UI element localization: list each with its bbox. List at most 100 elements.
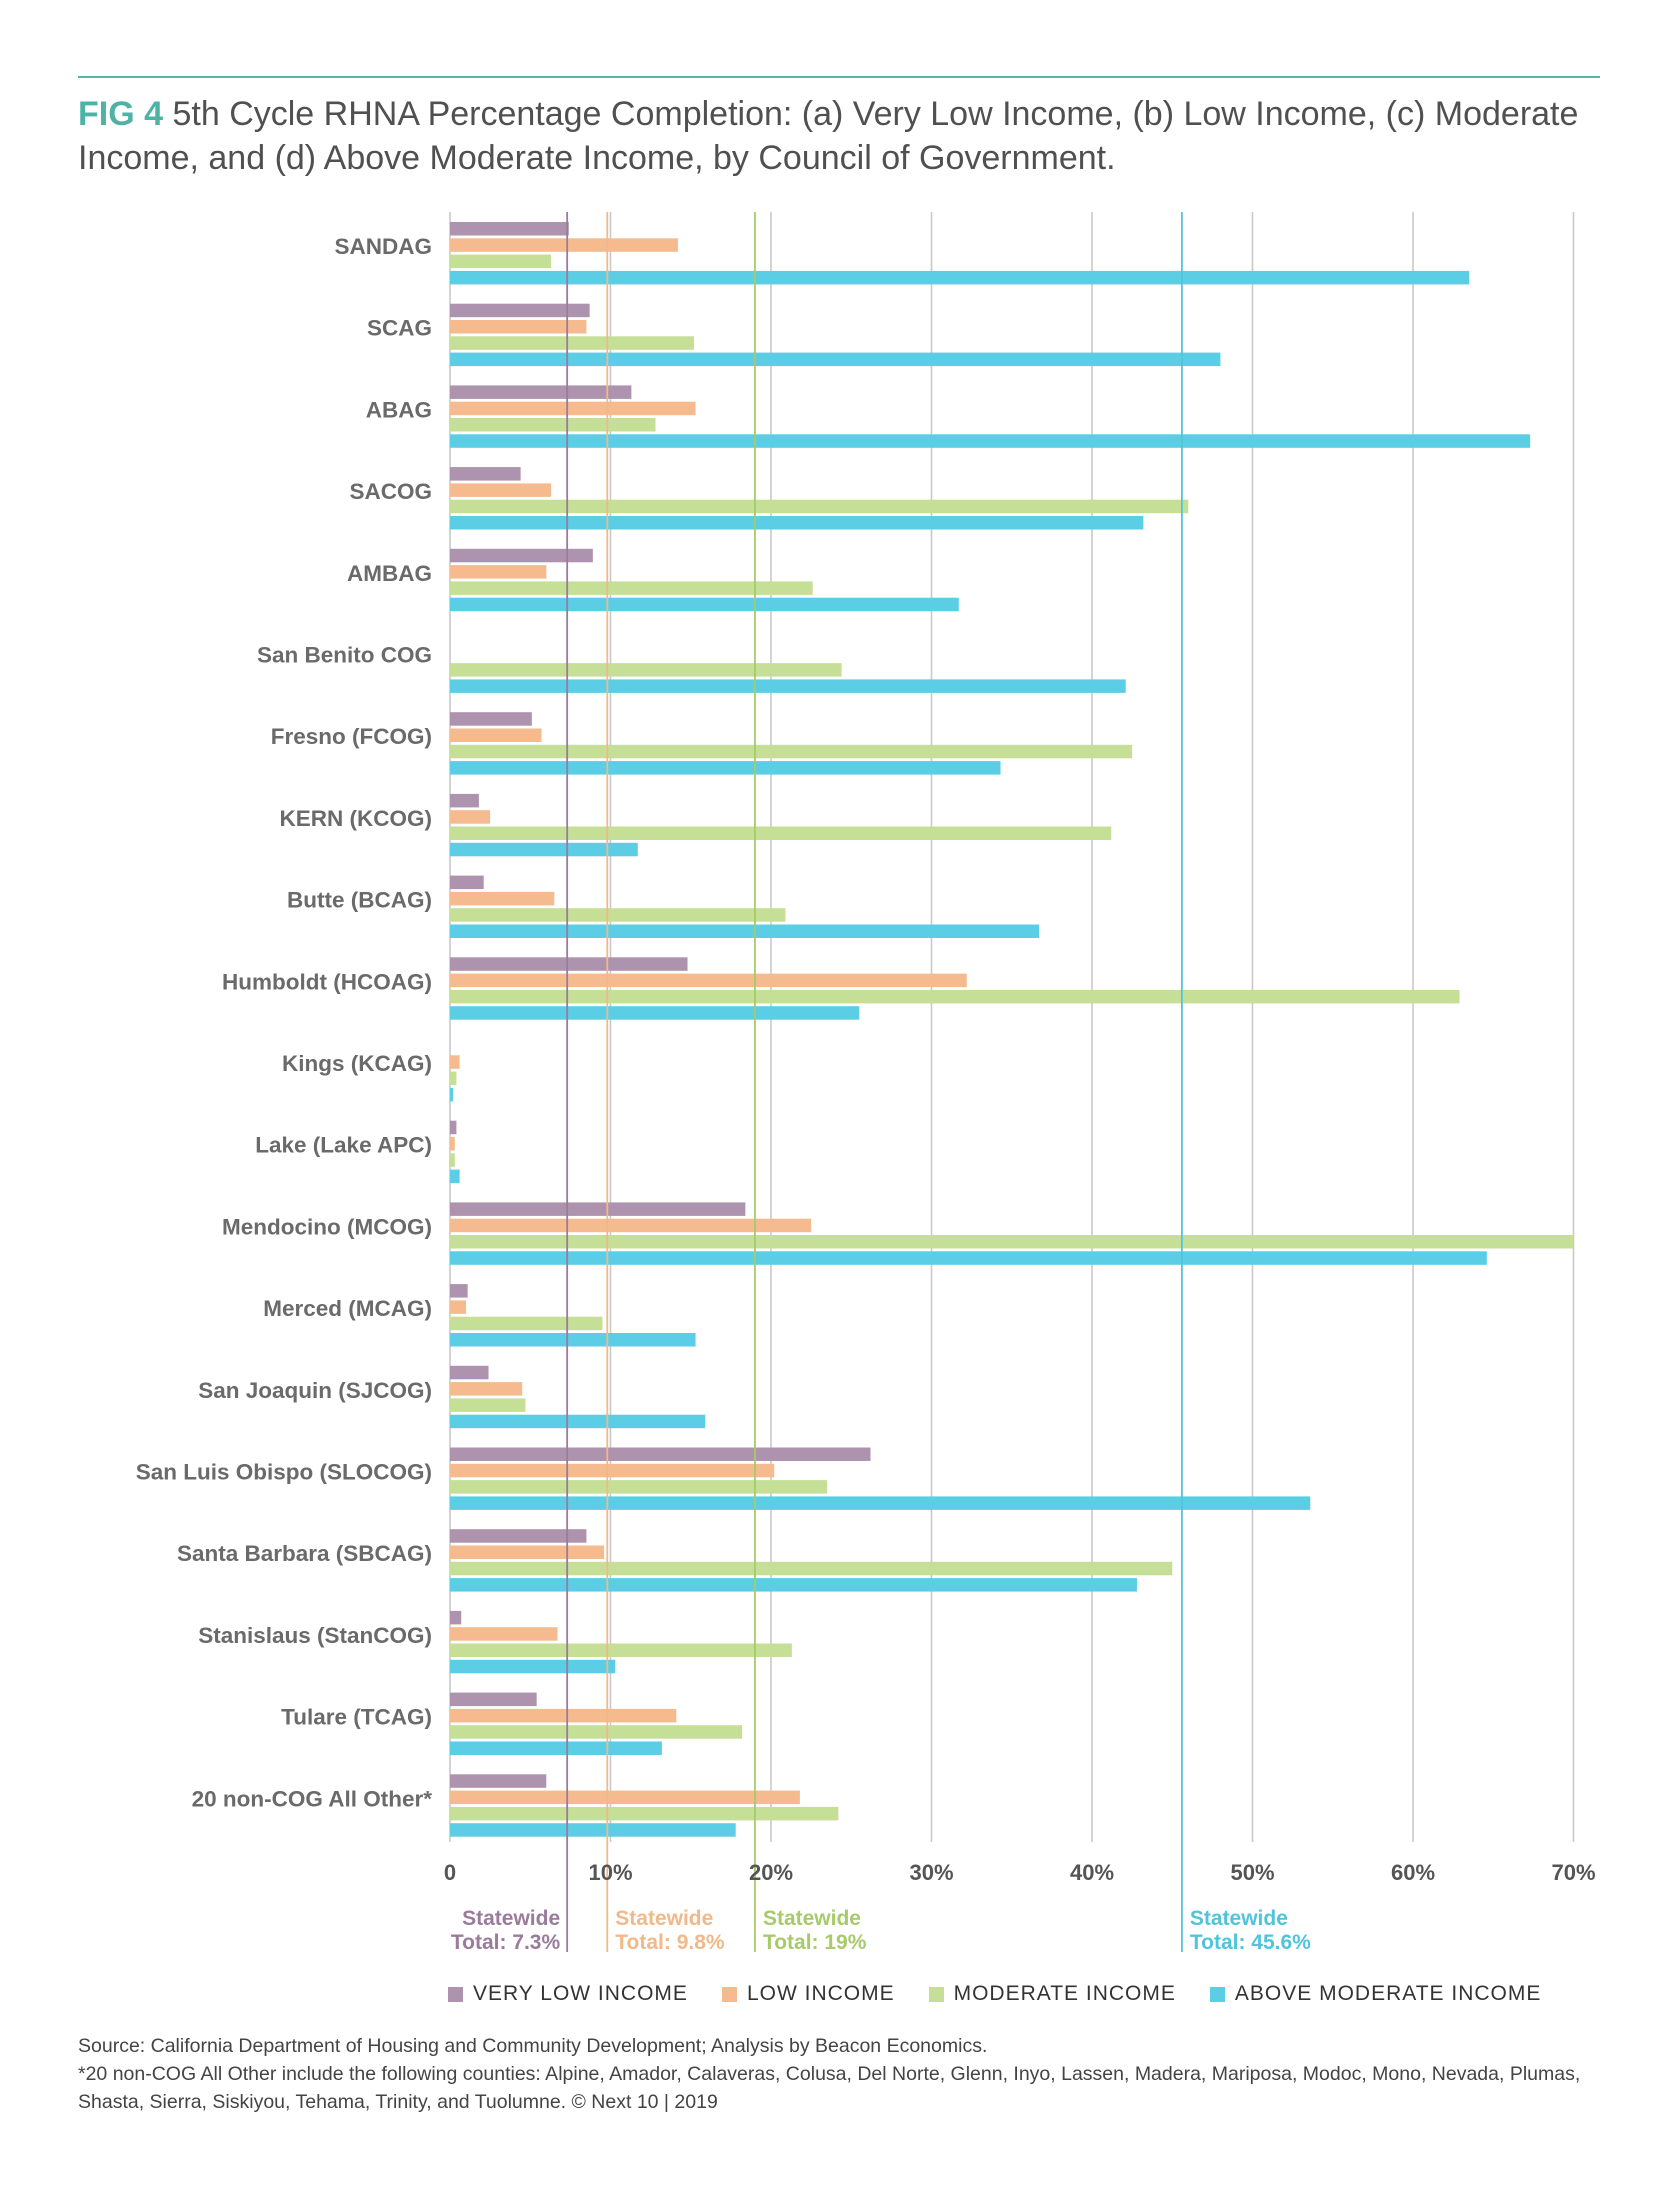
top-rule bbox=[78, 76, 1600, 78]
legend-label: ABOVE MODERATE INCOME bbox=[1234, 1982, 1542, 2005]
bar-moderate-income-lake-lake-apc bbox=[450, 1153, 455, 1167]
category-label: Kings (KCAG) bbox=[282, 1051, 432, 1076]
bar-moderate-income-san-luis-obispo-slocog bbox=[450, 1480, 828, 1494]
bar-low-income-fresno-fcog bbox=[450, 728, 542, 742]
category-label: Lake (Lake APC) bbox=[255, 1133, 432, 1158]
bar-very-low-income-humboldt-hcoag bbox=[450, 957, 688, 971]
bar-moderate-income-scag bbox=[450, 336, 694, 350]
bar-moderate-income-ambag bbox=[450, 581, 813, 595]
bar-moderate-income-abag bbox=[450, 418, 656, 432]
bar-very-low-income-san-joaquin-sjcog bbox=[450, 1365, 489, 1380]
reference-line-label: Total: 45.6% bbox=[1190, 1931, 1311, 1954]
bar-above-moderate-income-fresno-fcog bbox=[450, 761, 1001, 775]
x-tick-label: 40% bbox=[1070, 1860, 1114, 1885]
legend-swatch bbox=[928, 1986, 944, 2002]
category-label: Santa Barbara (SBCAG) bbox=[177, 1541, 432, 1566]
bar-low-income-ambag bbox=[450, 565, 547, 579]
bar-very-low-income-sacog bbox=[450, 467, 521, 481]
x-tick-label: 0 bbox=[444, 1860, 456, 1885]
bar-low-income-stanislaus-stancog bbox=[450, 1627, 558, 1641]
category-label: Tulare (TCAG) bbox=[281, 1705, 432, 1730]
bar-low-income-kings-kcag bbox=[450, 1055, 460, 1069]
bar-low-income-san-luis-obispo-slocog bbox=[450, 1463, 775, 1478]
bar-very-low-income-tulare-tcag bbox=[450, 1692, 537, 1707]
bar-low-income-santa-barbara-sbcag bbox=[450, 1545, 605, 1559]
reference-line-label: Total: 9.8% bbox=[615, 1931, 725, 1954]
bar-moderate-income-san-joaquin-sjcog bbox=[450, 1398, 526, 1412]
x-tick-label: 20% bbox=[749, 1860, 793, 1885]
bar-very-low-income-scag bbox=[450, 303, 590, 318]
legend-label: MODERATE INCOME bbox=[953, 1982, 1176, 2005]
legend-item-low-income: LOW INCOME bbox=[721, 1982, 895, 2006]
reference-line-label: Total: 7.3% bbox=[451, 1931, 561, 1954]
category-label: Butte (BCAG) bbox=[287, 888, 432, 913]
bar-above-moderate-income-humboldt-hcoag bbox=[450, 1006, 860, 1020]
bar-very-low-income-20-non-cog-all-other bbox=[450, 1774, 547, 1788]
bar-low-income-butte-bcag bbox=[450, 891, 555, 906]
category-label: San Joaquin (SJCOG) bbox=[198, 1378, 432, 1403]
bar-moderate-income-kings-kcag bbox=[450, 1071, 457, 1086]
category-label: SCAG bbox=[367, 316, 432, 341]
bar-low-income-sacog bbox=[450, 483, 552, 497]
bar-above-moderate-income-santa-barbara-sbcag bbox=[450, 1578, 1137, 1592]
bar-very-low-income-kern-kcog bbox=[450, 793, 479, 808]
bar-low-income-kern-kcog bbox=[450, 810, 491, 824]
x-tick-label: 30% bbox=[909, 1860, 953, 1885]
category-label: AMBAG bbox=[347, 561, 432, 586]
figure-title: FIG 4 5th Cycle RHNA Percentage Completi… bbox=[78, 92, 1608, 180]
bar-low-income-tulare-tcag bbox=[450, 1708, 677, 1723]
reference-line-label: Total: 19% bbox=[763, 1931, 867, 1954]
bar-very-low-income-butte-bcag bbox=[450, 875, 484, 890]
bar-very-low-income-santa-barbara-sbcag bbox=[450, 1529, 587, 1543]
figure-title-text: 5th Cycle RHNA Percentage Completion: (a… bbox=[78, 95, 1579, 177]
category-label: Fresno (FCOG) bbox=[271, 724, 432, 749]
category-label: SACOG bbox=[349, 479, 432, 504]
bar-chart: SANDAG SCAG ABAG SACOG AMBAG San Benito COG Fr… bbox=[136, 212, 1596, 1954]
x-tick-label: 60% bbox=[1391, 1860, 1435, 1885]
bar-above-moderate-income-20-non-cog-all-other bbox=[450, 1823, 736, 1837]
legend-swatch bbox=[448, 1986, 463, 2002]
bar-above-moderate-income-kings-kcag bbox=[450, 1087, 454, 1102]
bar-low-income-lake-lake-apc bbox=[450, 1137, 455, 1151]
bar-very-low-income-stanislaus-stancog bbox=[450, 1610, 462, 1625]
x-tick-label: 10% bbox=[588, 1860, 632, 1885]
footnote-text: *20 non-COG All Other include the follow… bbox=[78, 2063, 1581, 2113]
bar-low-income-20-non-cog-all-other bbox=[450, 1790, 800, 1805]
bar-above-moderate-income-lake-lake-apc bbox=[450, 1169, 460, 1184]
bar-very-low-income-mendocino-mcog bbox=[450, 1202, 746, 1216]
bar-above-moderate-income-butte-bcag bbox=[450, 924, 1040, 938]
legend-item-above-moderate-income: ABOVE MODERATE INCOME bbox=[1209, 1982, 1542, 2006]
bar-low-income-abag bbox=[450, 401, 696, 416]
legend-swatch bbox=[1209, 1986, 1225, 2002]
bar-moderate-income-butte-bcag bbox=[450, 908, 786, 922]
bar-low-income-sandag bbox=[450, 238, 678, 252]
x-tick-label: 50% bbox=[1230, 1860, 1274, 1885]
reference-line-label: Statewide bbox=[615, 1907, 713, 1930]
source-text: Source: California Department of Housing… bbox=[78, 2035, 988, 2057]
category-label: Humboldt (HCOAG) bbox=[222, 969, 432, 994]
bar-moderate-income-sacog bbox=[450, 499, 1189, 514]
bar-moderate-income-sandag bbox=[450, 254, 552, 269]
legend-label: VERY LOW INCOME bbox=[473, 1982, 688, 2005]
category-label: SANDAG bbox=[334, 234, 432, 259]
bar-above-moderate-income-kern-kcog bbox=[450, 842, 638, 857]
bar-above-moderate-income-stanislaus-stancog bbox=[450, 1659, 616, 1674]
bar-low-income-san-joaquin-sjcog bbox=[450, 1382, 523, 1396]
reference-line-label: Statewide bbox=[462, 1907, 560, 1930]
category-label: Merced (MCAG) bbox=[263, 1296, 432, 1321]
bar-very-low-income-merced-mcag bbox=[450, 1284, 468, 1298]
bar-above-moderate-income-merced-mcag bbox=[450, 1333, 696, 1347]
bar-very-low-income-lake-lake-apc bbox=[450, 1120, 457, 1135]
bar-above-moderate-income-ambag bbox=[450, 597, 959, 612]
bar-low-income-humboldt-hcoag bbox=[450, 973, 967, 988]
bar-moderate-income-san-benito-cog bbox=[450, 663, 842, 677]
figure-label: FIG 4 bbox=[78, 95, 164, 133]
bar-above-moderate-income-scag bbox=[450, 352, 1221, 367]
reference-line-label: Statewide bbox=[1190, 1907, 1288, 1930]
bar-above-moderate-income-sacog bbox=[450, 516, 1144, 530]
category-label: San Benito COG bbox=[257, 643, 432, 668]
bar-above-moderate-income-san-joaquin-sjcog bbox=[450, 1414, 706, 1429]
bar-above-moderate-income-san-benito-cog bbox=[450, 679, 1126, 693]
bar-moderate-income-mendocino-mcog bbox=[450, 1235, 1574, 1249]
source-note: Source: California Department of Housing… bbox=[78, 2032, 1618, 2116]
